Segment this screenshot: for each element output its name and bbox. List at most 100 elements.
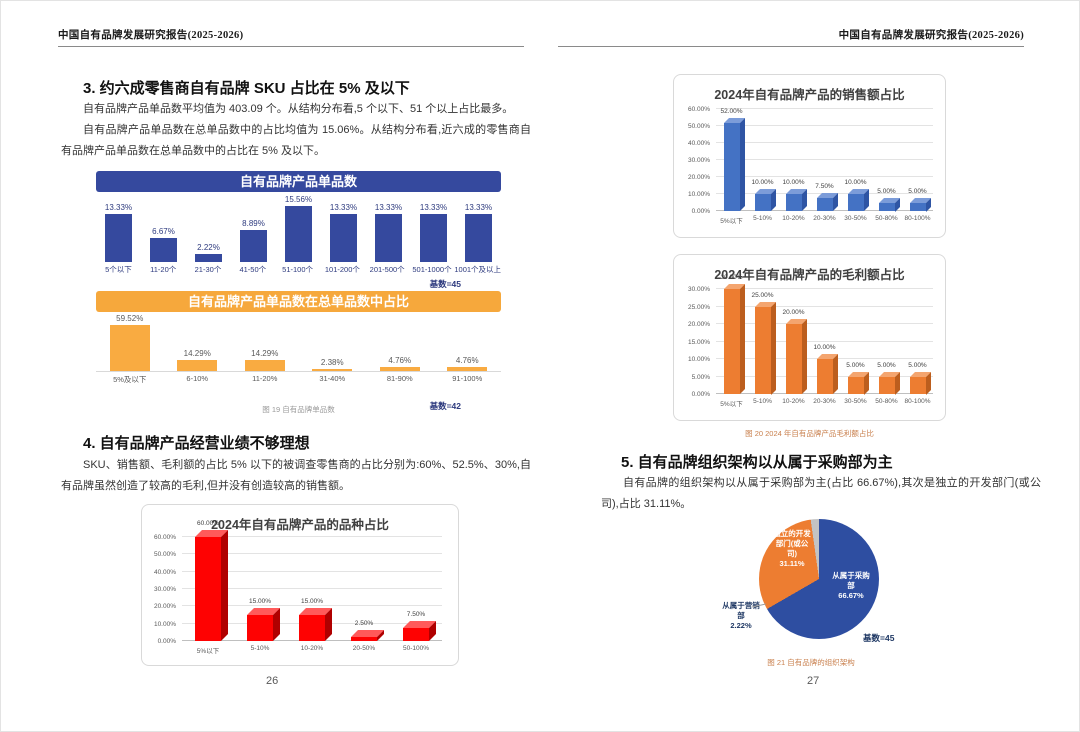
- bar-3d: [195, 530, 228, 641]
- bar-value-label: 10.00%: [782, 179, 805, 186]
- section-3-title: 3. 约六成零售商自有品牌 SKU 占比在 5% 及以下: [83, 80, 410, 97]
- bar: [379, 367, 420, 371]
- bar-column: 2.38%: [299, 358, 367, 371]
- y-tick-label: 15.00%: [687, 338, 710, 346]
- y-tick-label: 60.00%: [687, 106, 710, 113]
- section-3-paragraph-2: 自有品牌产品单品数在总单品数中的占比均值为 15.06%。从结构分布看,近六成的…: [61, 124, 531, 157]
- gridline: [716, 340, 933, 342]
- bar-3d: [847, 189, 869, 211]
- bar-category-label: 30-50%: [844, 398, 867, 405]
- y-tick-label: 30.00%: [153, 586, 176, 593]
- figure-21-caption: 图 21 自有品牌的组织架构: [767, 658, 855, 667]
- header-rule-right: [558, 46, 1024, 47]
- y-tick-label: 0.00%: [691, 208, 710, 215]
- bars-row: 52.00% 5%以下 10.00% 5-10% 10.00% 10-20% 7.50% 20…: [716, 107, 933, 225]
- bar-column: 25.00% 5-10%: [747, 289, 778, 405]
- bar-3d-side-face: [739, 117, 745, 211]
- bar: [105, 213, 132, 262]
- header-rule-left: [58, 46, 524, 47]
- bar-3d-side-face: [801, 189, 807, 211]
- bar: [244, 359, 285, 371]
- bar-category-label: 1001个及以上: [454, 265, 502, 274]
- bar: [447, 367, 488, 371]
- bar: [285, 205, 312, 262]
- bar-column: 6.67%: [141, 227, 186, 262]
- y-tick-label: 40.00%: [153, 568, 176, 576]
- y-tick-label: 50.00%: [687, 123, 710, 130]
- bar-category-label: 50-80%: [875, 398, 898, 405]
- bar-value-label: 30.00%: [720, 274, 743, 281]
- y-tick-label: 0.00%: [691, 391, 710, 398]
- bar-column: 13.33%: [321, 203, 366, 262]
- bar-column: 20.00% 10-20%: [778, 289, 809, 405]
- bar-category-label: 81-90%: [386, 374, 413, 383]
- figure-20-caption: 图 20 2024 年自有品牌产品毛利额占比: [745, 429, 874, 438]
- plot-area: 0.00% 5.00% 10.00% 15.00% 20.00% 25.00% 30.00%…: [688, 274, 933, 408]
- bar-value-label: 20.00%: [782, 309, 805, 316]
- bar-category-label: 10-20%: [782, 215, 805, 222]
- chart-title: 2024年自有品牌产品的销售额占比: [714, 88, 905, 102]
- bar-category-label: 51-100个: [282, 265, 314, 274]
- bar: [465, 213, 492, 262]
- bar-category-label: 6-10%: [186, 374, 209, 383]
- y-tick-label: 20.00%: [687, 321, 710, 328]
- chart-gross-profit-share: 2024年自有品牌产品的毛利额占比 0.00% 5.00% 10.00% 15.00%…: [673, 254, 946, 421]
- bar-value-label: 13.33%: [329, 202, 358, 212]
- pie-base-note: 基数=45: [863, 633, 895, 643]
- bar: [109, 324, 150, 371]
- bar-value-label: 8.89%: [242, 218, 265, 228]
- bar-category-label: 91-100%: [452, 374, 483, 383]
- bar-value-label: 15.56%: [284, 194, 313, 204]
- bar-column: 13.33%: [411, 203, 456, 262]
- bar-column: 5.00% 80-100%: [902, 109, 933, 223]
- bar-value-label: 2.22%: [197, 242, 220, 252]
- bar-3d-side-face: [863, 371, 869, 394]
- base-note: 基数=45: [429, 279, 461, 289]
- page-number-left: 26: [266, 675, 279, 687]
- bar-3d: [403, 621, 436, 641]
- bar-category-label: 5-10%: [250, 645, 270, 652]
- y-tick-label: 0.00%: [157, 638, 176, 645]
- bar-column: 14.29%: [164, 349, 232, 371]
- section-5-title: 5. 自有品牌组织架构以从属于采购部为主: [621, 454, 893, 471]
- bar-category-label: 10-20%: [300, 645, 324, 652]
- y-tick-label: 10.00%: [153, 620, 176, 628]
- bar-category-label: 80-100%: [904, 215, 931, 222]
- section-5-paragraph-1: 自有品牌的组织架构以从属于采购部为主(占比 66.67%),其次是独立的开发部门…: [601, 477, 1041, 510]
- bar-value-label: 7.50%: [815, 183, 834, 191]
- bar-value-label: 5.00%: [877, 187, 896, 195]
- bar-category-label: 10-20%: [782, 398, 805, 405]
- bar-column: 5.00% 50-80%: [871, 289, 902, 405]
- gridline: [716, 142, 933, 143]
- gridline: [716, 108, 933, 109]
- bar-plot: 13.33% 6.67% 2.22% 8.89% 15.56% 13.33% 13.33% 1…: [96, 192, 501, 262]
- gridline: [182, 553, 442, 555]
- bar-3d-side-face: [832, 193, 838, 211]
- bar-value-label: 4.76%: [388, 356, 412, 366]
- plot-area: 0.00% 10.00% 20.00% 30.00% 40.00% 50.00% 60.00…: [688, 106, 933, 225]
- bar-3d: [878, 371, 900, 394]
- bar-3d: [785, 319, 807, 394]
- bar-category-label: 5-10%: [753, 398, 772, 405]
- bar-3d-side-face: [925, 371, 931, 394]
- bar-column: 5.00% 80-100%: [902, 289, 933, 406]
- bar-value-label: 5.00%: [908, 361, 927, 369]
- bar-value-label: 14.29%: [183, 348, 211, 358]
- bar-3d-side-face: [801, 319, 807, 394]
- bar-column: 10.00% 10-20%: [778, 109, 809, 222]
- gridline: [716, 125, 933, 126]
- gridline: [182, 536, 442, 537]
- y-tick-label: 30.00%: [687, 157, 710, 164]
- bar-value-label: 52.00%: [720, 107, 743, 115]
- bar-category-label: 30-50%: [844, 215, 867, 222]
- bar-column: 30.00% 5%以下: [716, 274, 747, 408]
- bar-column: 2.50% 20-50%: [338, 537, 390, 652]
- gridline: [716, 305, 933, 307]
- bar-category-label: 21-30个: [194, 265, 222, 274]
- y-tick-label: 20.00%: [687, 174, 710, 181]
- bar-value-label: 13.33%: [104, 202, 133, 212]
- bar-column: 15.00% 5-10%: [234, 537, 286, 652]
- bar-category-label: 5%以下: [720, 218, 743, 225]
- bar-value-label: 5.00%: [877, 361, 896, 369]
